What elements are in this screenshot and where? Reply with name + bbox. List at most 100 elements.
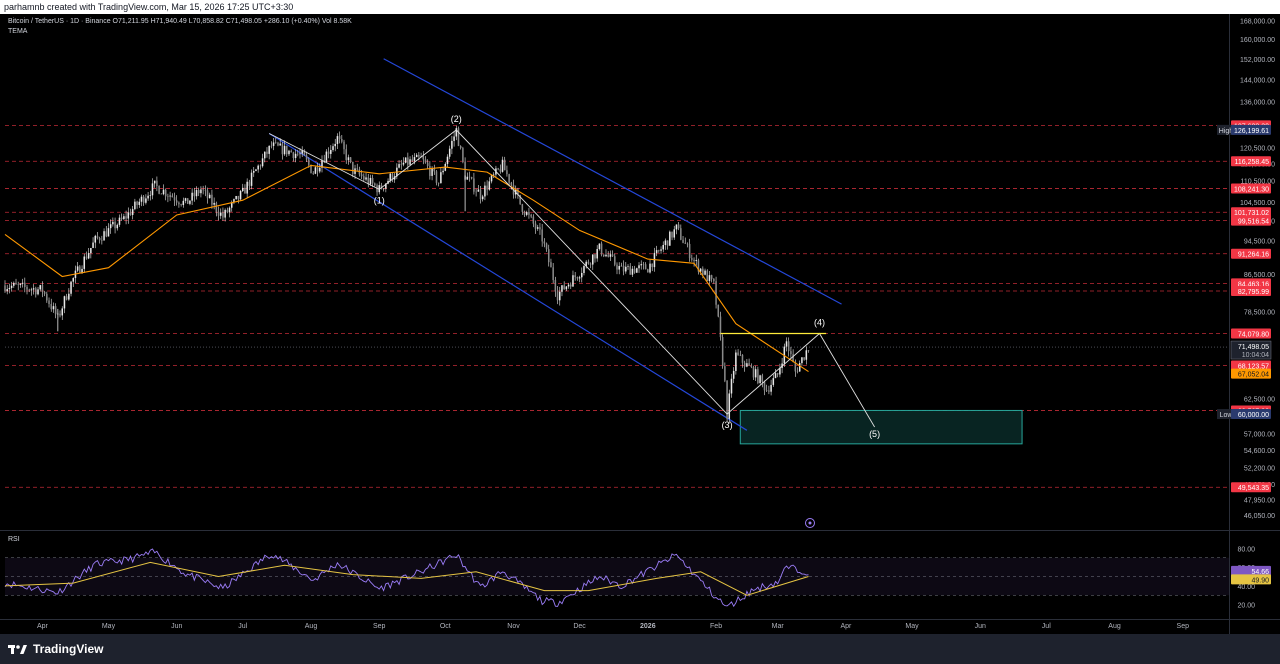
- svg-text:67,052.04: 67,052.04: [1238, 372, 1269, 379]
- candle-body: [114, 221, 116, 229]
- candle-body: [592, 254, 594, 265]
- rsi-line[interactable]: [4, 548, 809, 608]
- candle-body: [640, 264, 642, 266]
- candle-body: [429, 165, 431, 176]
- candle-body: [391, 173, 394, 180]
- wave-label: (3): [722, 420, 733, 430]
- candle-body: [268, 145, 270, 154]
- candle-body: [426, 162, 429, 166]
- candle-body: [785, 341, 788, 347]
- candle-body: [497, 168, 499, 170]
- rsi-ma-line[interactable]: [4, 561, 809, 596]
- candle-body: [508, 174, 510, 183]
- candle-body: [578, 277, 581, 279]
- candle-body: [59, 313, 61, 316]
- candle-body: [702, 268, 704, 275]
- candle-body: [752, 367, 755, 378]
- candle-body: [371, 177, 374, 184]
- candle-body: [305, 155, 308, 160]
- tradingview-brand[interactable]: TradingView: [8, 642, 103, 656]
- candle-body: [248, 181, 251, 186]
- candle-body: [233, 199, 235, 203]
- price-level-tag: 91,264.16: [1231, 248, 1271, 259]
- candle-body: [807, 350, 810, 351]
- candle-body: [503, 159, 506, 171]
- candle-body: [197, 190, 200, 194]
- price-level-tag: 116,258.45: [1231, 156, 1271, 167]
- wave-labels: (1) (2) (3) (4) (5): [374, 114, 880, 439]
- price-tick-label: 120,500.00: [1240, 146, 1275, 153]
- candle-body: [763, 381, 766, 391]
- candle-body: [532, 216, 535, 224]
- candle-body: [490, 175, 493, 182]
- candle-body: [76, 266, 79, 271]
- candle-body: [378, 185, 381, 193]
- target-zone[interactable]: [739, 409, 1023, 445]
- candle-body: [605, 254, 607, 257]
- candle-body: [257, 165, 259, 170]
- candle-body: [255, 169, 257, 172]
- wave-label: (5): [869, 429, 880, 439]
- candle-body: [123, 216, 125, 220]
- candle-body: [310, 164, 312, 174]
- candle-body: [277, 142, 279, 146]
- candle-body: [684, 242, 687, 244]
- svg-text:High: High: [1219, 128, 1234, 135]
- candle-body: [675, 224, 678, 230]
- candle-body: [600, 243, 603, 255]
- candle-body: [726, 380, 728, 419]
- candle-body: [779, 367, 781, 375]
- candle-body: [131, 209, 134, 215]
- price-level-tag: 49,543.35: [1231, 482, 1271, 493]
- candle-body: [543, 241, 546, 244]
- candle-body: [332, 146, 334, 150]
- candle-body: [230, 202, 233, 208]
- candle-body: [422, 156, 425, 160]
- candle-body: [431, 167, 433, 176]
- candle-body: [525, 212, 528, 215]
- candle-body: [669, 231, 671, 246]
- candle-body: [186, 198, 189, 204]
- candle-body: [85, 256, 88, 259]
- price-chart[interactable]: 168,000.00 160,000.00 152,000.00 144,000.00…: [0, 14, 1280, 634]
- candle-body: [125, 216, 127, 219]
- candle-body: [424, 159, 427, 163]
- footer-bar: TradingView: [0, 634, 1280, 664]
- candle-body: [204, 190, 207, 191]
- candle-body: [151, 183, 154, 196]
- time-tick-label: Mar: [772, 623, 785, 630]
- time-tick-label: Dec: [573, 623, 586, 630]
- candle-body: [794, 361, 797, 372]
- candle-body: [200, 189, 202, 194]
- candle-body: [539, 227, 541, 230]
- price-level-tag: 74,079.80: [1231, 328, 1271, 339]
- candle-body: [719, 316, 722, 338]
- candle-body: [68, 293, 70, 300]
- elliott-wave-path[interactable]: [268, 129, 875, 428]
- candlestick-series[interactable]: [4, 125, 810, 424]
- candle-body: [607, 254, 609, 257]
- time-tick-label: Jun: [171, 623, 182, 630]
- svg-text:68,123.57: 68,123.57: [1238, 364, 1269, 371]
- candle-body: [156, 180, 158, 186]
- candle-body: [545, 243, 548, 250]
- channel-upper-line[interactable]: [383, 58, 842, 305]
- candle-body: [407, 157, 409, 165]
- rsi-ma-value-tag: 49.90: [1231, 574, 1271, 585]
- chart-marker-icon[interactable]: [805, 518, 815, 528]
- time-axis[interactable]: Apr May Jun Jul Aug Sep Oct Nov Dec 2026 Feb Mar Apr…: [37, 623, 1189, 630]
- channel-lower-line[interactable]: [268, 133, 748, 431]
- tema-line[interactable]: [4, 164, 809, 373]
- descending-channel[interactable]: [268, 58, 842, 431]
- candle-body: [691, 258, 693, 260]
- candle-body: [235, 195, 237, 200]
- candle-body: [470, 177, 473, 179]
- candle-body: [699, 268, 702, 272]
- candle-body: [142, 196, 145, 203]
- candle-body: [103, 231, 105, 241]
- candle-body: [275, 142, 277, 144]
- svg-text:54.66: 54.66: [1251, 569, 1269, 576]
- candle-body: [506, 170, 508, 175]
- candle-body: [534, 223, 537, 229]
